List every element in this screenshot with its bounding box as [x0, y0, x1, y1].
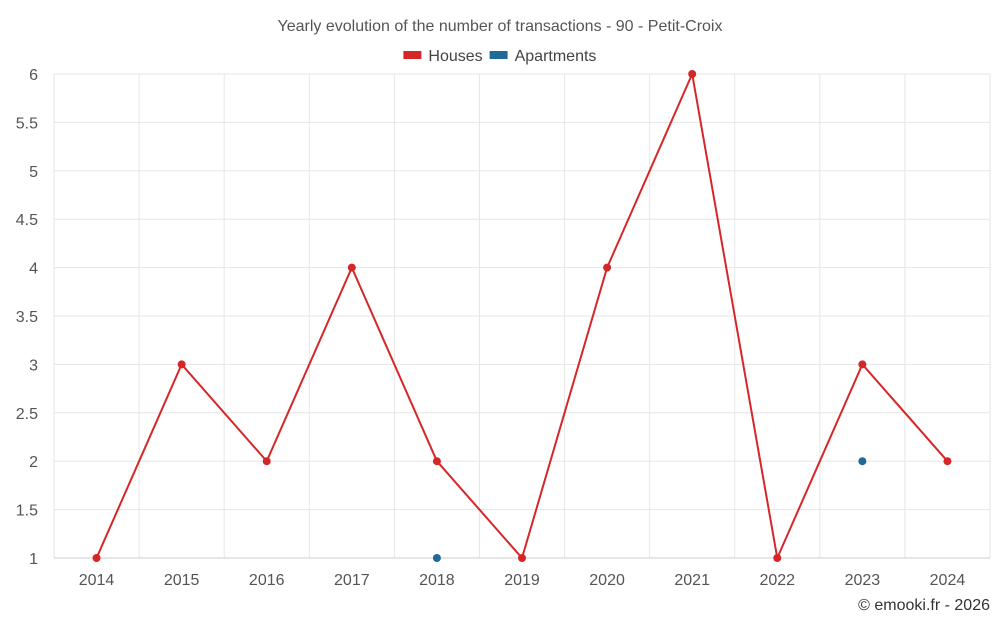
x-tick-label: 2018 — [419, 572, 455, 589]
x-tick-label: 2016 — [249, 572, 285, 589]
legend-swatch-apartments — [489, 51, 508, 59]
x-tick-label: 2020 — [589, 572, 625, 589]
data-point-houses — [858, 360, 867, 369]
data-point-houses — [518, 554, 526, 562]
x-tick-label: 2014 — [79, 572, 115, 589]
data-point-houses — [177, 360, 186, 369]
x-tick-label: 2015 — [164, 572, 200, 589]
series-layer — [92, 70, 952, 562]
y-tick-label: 4 — [29, 261, 38, 278]
x-tick-label: 2022 — [759, 572, 795, 589]
data-point-houses — [943, 457, 952, 466]
legend-swatch-houses — [403, 51, 422, 59]
y-axis: 1 1.5 2 2.5 3 3.5 4 4.5 5 5.5 6 — [16, 67, 38, 568]
data-point-houses — [432, 457, 441, 466]
y-tick-label: 5 — [29, 164, 38, 181]
data-point-apartments — [858, 457, 867, 466]
y-tick-label: 1 — [29, 551, 38, 568]
x-tick-label: 2017 — [334, 572, 370, 589]
y-tick-label: 5.5 — [16, 115, 38, 132]
x-axis: 2014 2015 2016 2017 2018 2019 2020 2021 2022 2023… — [54, 557, 990, 589]
y-tick-label: 1.5 — [16, 503, 38, 520]
y-tick-label: 3.5 — [16, 309, 38, 326]
x-tick-label: 2021 — [674, 572, 710, 589]
chart-title: Yearly evolution of the number of transa… — [278, 18, 723, 35]
data-point-houses — [347, 263, 356, 272]
legend-label-houses: Houses — [428, 48, 482, 65]
y-tick-label: 4.5 — [16, 212, 38, 229]
data-point-apartments — [432, 554, 441, 562]
credit-text: © emooki.fr - 2026 — [858, 597, 990, 614]
y-tick-label: 6 — [29, 67, 38, 84]
data-point-houses — [262, 457, 271, 466]
data-point-houses — [92, 554, 101, 562]
y-tick-label: 2 — [29, 454, 38, 471]
legend: Houses Apartments — [403, 48, 596, 65]
x-tick-label: 2024 — [930, 572, 966, 589]
grid — [53, 73, 991, 559]
y-tick-label: 3 — [29, 357, 38, 374]
data-point-houses — [688, 70, 697, 78]
legend-label-apartments: Apartments — [515, 48, 597, 65]
x-tick-label: 2019 — [504, 572, 540, 589]
y-tick-label: 2.5 — [16, 406, 38, 423]
data-point-houses — [603, 263, 612, 272]
data-point-houses — [773, 554, 782, 562]
x-tick-label: 2023 — [845, 572, 881, 589]
